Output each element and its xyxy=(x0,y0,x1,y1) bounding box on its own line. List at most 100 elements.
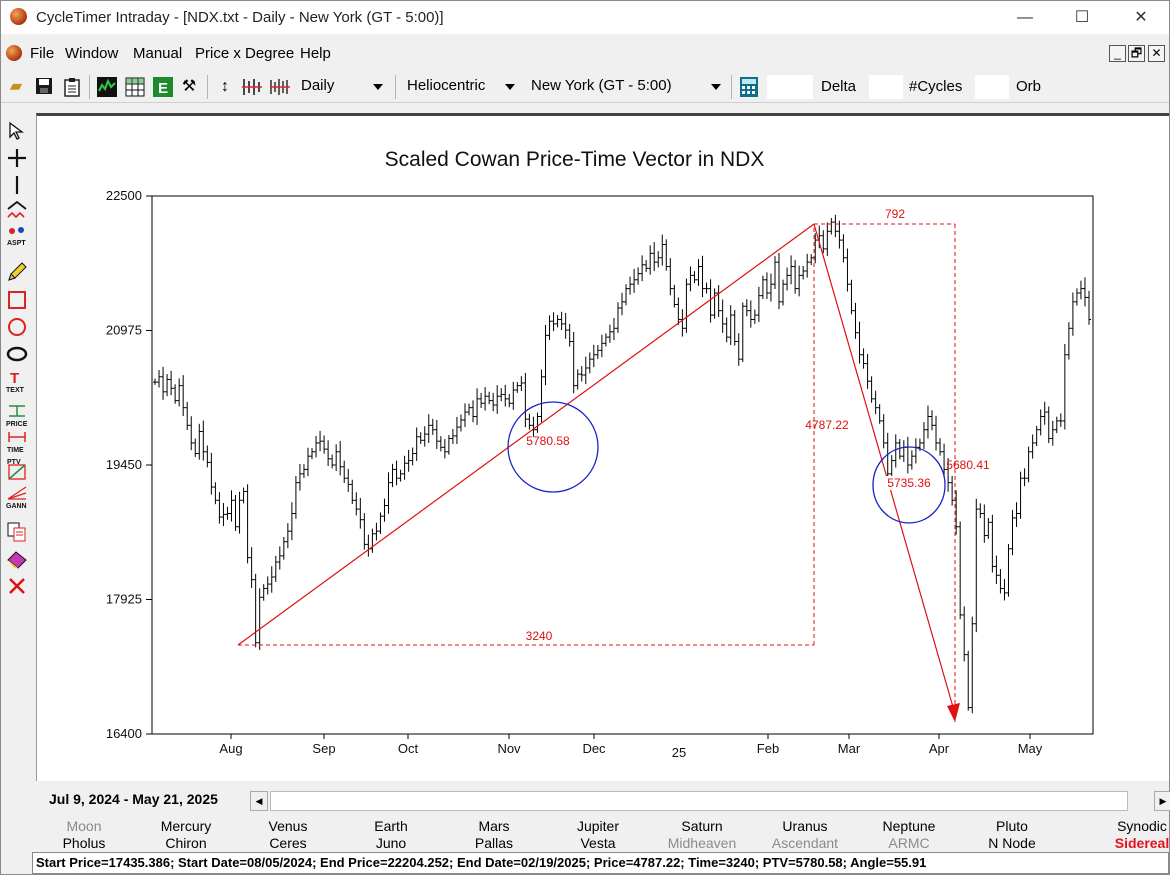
planet-button-synodic[interactable]: Synodic Sidereal xyxy=(1092,818,1170,852)
annotation-time1-label: 3240 xyxy=(526,629,553,643)
planet-button-moon[interactable]: Moon Pholus xyxy=(34,818,134,852)
location-select[interactable]: New York (GT - 5:00) xyxy=(527,75,725,99)
y-tick-label: 20975 xyxy=(106,323,142,338)
menu-price-x-degree[interactable]: Price x Degree xyxy=(195,45,295,62)
planet-button-mercury[interactable]: Mercury Chiron xyxy=(136,818,236,852)
maximize-button[interactable]: ☐ xyxy=(1074,9,1090,26)
menu-file[interactable]: File xyxy=(30,45,55,62)
svg-text:PRICE: PRICE xyxy=(6,421,28,427)
orb-label: Orb xyxy=(1016,78,1042,95)
save-icon[interactable] xyxy=(34,77,54,97)
aspect-icon[interactable]: ASPT xyxy=(6,225,28,247)
svg-text:PTV: PTV xyxy=(7,459,21,466)
cycles-label: #Cycles xyxy=(909,78,963,95)
planet-label: Saturn xyxy=(681,818,723,834)
annotation-time2-label: 792 xyxy=(885,207,905,221)
planet-button-earth[interactable]: Earth Juno xyxy=(341,818,441,852)
x-tick-label: Sep xyxy=(312,741,335,756)
pointer-icon[interactable] xyxy=(6,121,28,143)
y-tick-label: 16400 xyxy=(106,726,142,741)
planet-label: Synodic xyxy=(1117,818,1167,834)
wave-icon[interactable] xyxy=(6,199,28,221)
price-tool-icon[interactable]: PRICE xyxy=(6,403,28,428)
crosshair-icon[interactable] xyxy=(6,148,28,170)
toolbar-separator xyxy=(731,75,732,99)
planet-button-uranus[interactable]: Uranus Ascendant xyxy=(755,818,855,852)
x-tick-label: May xyxy=(1018,741,1043,756)
close-button[interactable]: ✕ xyxy=(1134,9,1148,26)
mdi-close-button[interactable]: ✕ xyxy=(1148,45,1165,62)
planet-button-saturn[interactable]: Saturn Midheaven xyxy=(652,818,752,852)
price-bars xyxy=(153,214,1091,714)
annotation-vector1-label: 5780.58 xyxy=(526,434,570,448)
copy-icon[interactable] xyxy=(6,521,28,543)
planet-buttons: Moon Pholus Mercury Chiron Venus Ceres Earth Ju… xyxy=(36,816,1169,852)
ptv-tool-icon[interactable]: PTV xyxy=(6,457,28,480)
circle-icon[interactable] xyxy=(6,316,28,338)
status-bar: Start Price=17435.386; Start Date=08/05/… xyxy=(32,852,1169,874)
planet-label: Uranus xyxy=(782,818,828,834)
coordinate-value: Heliocentric xyxy=(407,77,486,94)
planet-button-mars[interactable]: Mars Pallas xyxy=(444,818,544,852)
chart-panel[interactable]: Scaled Cowan Price-Time Vector in NDX 22… xyxy=(36,113,1169,781)
timeframe-value: Daily xyxy=(301,77,335,94)
chart-green-icon[interactable] xyxy=(97,77,117,97)
planet-button-venus[interactable]: Venus Ceres xyxy=(238,818,338,852)
scroll-right-button[interactable]: ▶ xyxy=(1154,791,1170,811)
chart-svg[interactable]: 22500 20975 19450 17925 16400 Aug Sep Oct Nov De… xyxy=(37,116,1170,781)
toolbar-separator xyxy=(395,75,396,99)
bars-compress-icon[interactable] xyxy=(241,77,262,97)
eraser-icon[interactable] xyxy=(6,548,28,570)
planet-label: Ascendant xyxy=(771,835,839,851)
tools-icon[interactable]: ⚒ xyxy=(181,78,197,95)
text-tool-icon[interactable]: T TEXT xyxy=(6,369,28,394)
planet-label: Pholus xyxy=(62,835,106,851)
bars-expand-icon[interactable] xyxy=(269,77,290,97)
document-icon[interactable] xyxy=(6,45,22,61)
grid-icon[interactable] xyxy=(125,77,145,97)
title-bar: CycleTimer Intraday - [NDX.txt - Daily -… xyxy=(1,1,1169,34)
coordinate-select[interactable]: Heliocentric xyxy=(403,75,519,99)
ellipse-icon[interactable] xyxy=(6,343,28,365)
horizontal-scrollbar[interactable] xyxy=(270,791,1128,811)
annotation-price2-label: 5680.41 xyxy=(946,458,990,472)
value-input[interactable] xyxy=(767,75,813,99)
x-tick-label: Nov xyxy=(497,741,521,756)
planet-button-jupiter[interactable]: Jupiter Vesta xyxy=(548,818,648,852)
delete-icon[interactable] xyxy=(6,575,28,597)
x-tick-label: Mar xyxy=(838,741,861,756)
x-year-label: 25 xyxy=(672,745,686,760)
planet-button-neptune[interactable]: Neptune ARMC xyxy=(859,818,959,852)
annotation-price1-label: 4787.22 xyxy=(805,418,849,432)
time-tool-icon[interactable]: TIME xyxy=(6,429,28,454)
minimize-button[interactable]: — xyxy=(1017,9,1033,26)
rectangle-icon[interactable] xyxy=(6,289,28,311)
tool-palette: ASPT T TEXT PRICE TIME PTV GANN xyxy=(3,117,31,607)
gann-tool-icon[interactable]: GANN xyxy=(6,485,28,510)
scroll-left-button[interactable]: ◀ xyxy=(250,791,268,811)
timeframe-select[interactable]: Daily xyxy=(297,75,387,99)
menu-help[interactable]: Help xyxy=(300,45,331,62)
calculator-icon[interactable] xyxy=(739,77,759,97)
menu-manual[interactable]: Manual xyxy=(133,45,183,62)
delta-input[interactable] xyxy=(869,75,903,99)
clipboard-icon[interactable] xyxy=(62,77,82,97)
mdi-restore-button[interactable]: 🗗 xyxy=(1128,45,1145,62)
cycles-input[interactable] xyxy=(975,75,1009,99)
planet-label: Sidereal xyxy=(1114,835,1170,851)
annotation-vector2-label: 5735.36 xyxy=(887,476,931,490)
planet-label: Ceres xyxy=(269,835,307,851)
mdi-minimize-button[interactable]: _ xyxy=(1109,45,1126,62)
open-folder-icon[interactable]: ▰ xyxy=(9,78,23,95)
y-tick-label: 22500 xyxy=(106,188,142,203)
pencil-icon[interactable] xyxy=(6,261,28,283)
x-tick-label: Oct xyxy=(398,741,419,756)
menu-window[interactable]: Window xyxy=(65,45,119,62)
ephemeris-icon[interactable]: E xyxy=(153,77,173,97)
planet-button-pluto[interactable]: Pluto N Node xyxy=(962,818,1062,852)
vertical-line-icon[interactable] xyxy=(6,175,28,197)
svg-text:T: T xyxy=(10,370,19,387)
vertical-resize-icon[interactable]: ↕ xyxy=(221,78,229,95)
svg-text:GANN: GANN xyxy=(6,503,27,509)
